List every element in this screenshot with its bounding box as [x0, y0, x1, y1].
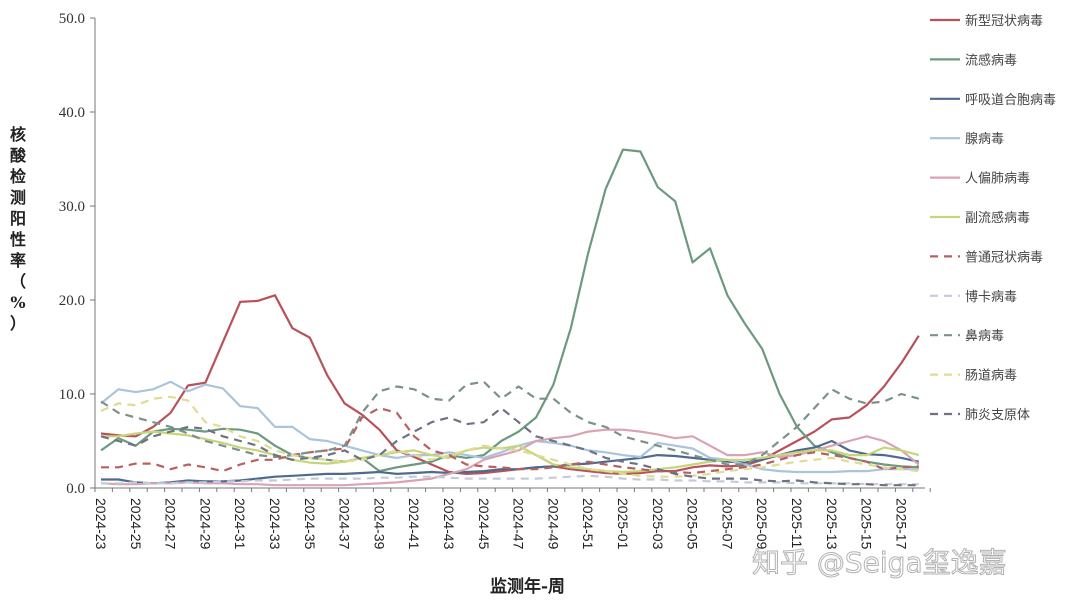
- watermark: 知乎 @Seiga玺逸嘉: [752, 546, 1007, 579]
- x-tick-label: 2024-49: [545, 498, 561, 550]
- legend-label: 腺病毒: [965, 132, 1004, 147]
- x-axis-label: 监测年-周: [490, 576, 565, 597]
- x-tick-label: 2024-25: [128, 498, 144, 550]
- x-tick-label: 2024-45: [476, 498, 492, 550]
- x-tick-label: 2024-37: [337, 498, 353, 550]
- series-line-9: [100, 380, 920, 466]
- legend-label: 副流感病毒: [965, 210, 1030, 226]
- y-tick-label: 20.0: [59, 293, 85, 309]
- axes: 0.0 10.0 20.0 30.0 40.0 50.0 2024-23 2024-25 202…: [59, 11, 931, 550]
- series-line-7: [101, 407, 919, 475]
- x-tick-label: 2024-41: [406, 498, 422, 550]
- x-tick-label: 2024-35: [302, 498, 318, 550]
- y-tick-label: 40.0: [59, 105, 85, 121]
- x-tick-label: 2025-01: [615, 498, 631, 550]
- series-line-8: [101, 474, 919, 486]
- legend-label: 普通冠状病毒: [965, 250, 1043, 265]
- x-tick-label: 2024-31: [232, 498, 248, 550]
- x-tick-label: 2025-09: [754, 498, 770, 550]
- legend-label: 新型冠状病毒: [965, 13, 1043, 29]
- x-tick-label: 2025-03: [650, 498, 666, 550]
- series-line-5: [100, 428, 920, 487]
- legend-label: 人偏肺病毒: [965, 172, 1030, 187]
- y-tick-label: 50.0: [59, 11, 85, 27]
- x-tick-label: 2025-07: [719, 498, 735, 550]
- x-tick-label: 2024-51: [580, 498, 596, 550]
- series-group: [100, 148, 920, 487]
- y-tick-label: 0.0: [66, 481, 85, 497]
- x-tick-label: 2024-27: [163, 498, 179, 550]
- legend-label: 肠道病毒: [965, 369, 1017, 384]
- x-tick-label: 2025-11: [789, 498, 805, 549]
- legend-label: 呼吸道合胞病毒: [965, 93, 1056, 108]
- legend-label: 流感病毒: [965, 52, 1017, 68]
- legend-label: 肺炎支原体: [965, 408, 1030, 423]
- x-tick-label: 2024-47: [511, 498, 527, 550]
- series-line-11: [100, 407, 919, 487]
- legend-label: 博卡病毒: [965, 290, 1017, 305]
- x-tick-label: 2025-15: [859, 498, 875, 550]
- x-tick-label: 2024-39: [371, 498, 387, 550]
- series-line-2: [100, 148, 919, 473]
- x-tick-label: 2025-13: [824, 498, 840, 550]
- legend: 新型冠状病毒流感病毒呼吸道合胞病毒腺病毒人偏肺病毒副流感病毒普通冠状病毒博卡病毒…: [930, 13, 1056, 423]
- x-tick-label: 2025-17: [893, 498, 909, 550]
- legend-label: 鼻病毒: [965, 328, 1004, 344]
- x-tick-label: 2025-05: [685, 498, 701, 550]
- series-line-6: [101, 430, 920, 474]
- y-tick-label: 30.0: [59, 199, 85, 215]
- series-line-10: [100, 395, 919, 478]
- x-tick-label: 2024-29: [197, 498, 213, 550]
- y-axis-label: 核酸检测阳性率（%）: [10, 125, 27, 333]
- x-tick-label: 2024-23: [93, 498, 109, 550]
- x-tick-label: 2024-43: [441, 498, 457, 550]
- y-tick-label: 10.0: [59, 387, 85, 403]
- x-tick-label: 2024-33: [267, 498, 283, 550]
